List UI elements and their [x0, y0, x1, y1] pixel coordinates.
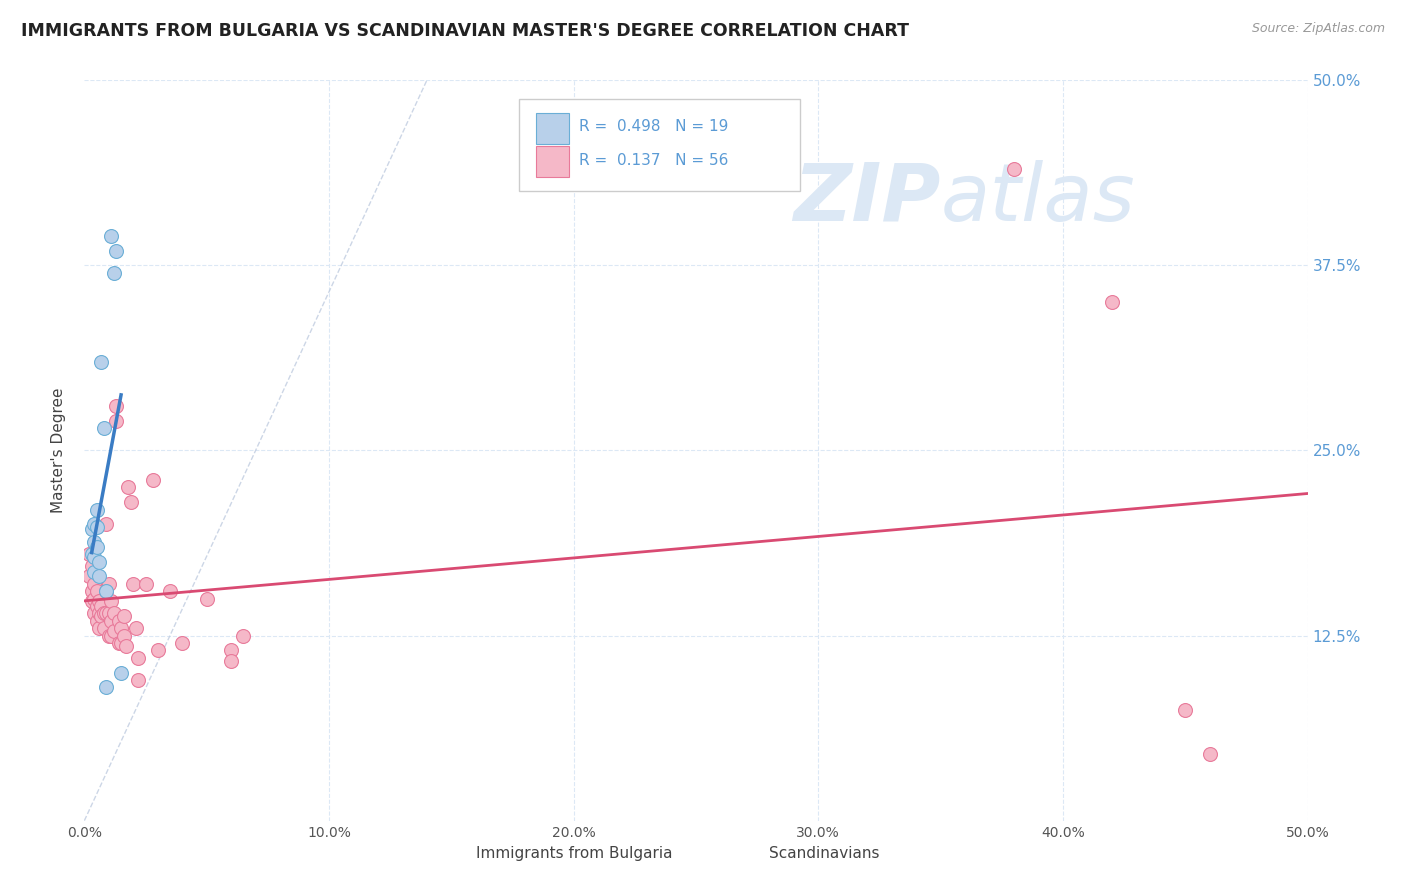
Text: R =  0.498   N = 19: R = 0.498 N = 19	[578, 120, 728, 135]
Point	[86, 540, 108, 554]
Point	[96, 584, 118, 599]
Point	[77, 547, 100, 561]
Point	[159, 584, 181, 599]
Point	[80, 594, 103, 608]
Point	[115, 639, 138, 653]
Point	[86, 520, 108, 534]
Point	[80, 558, 103, 573]
Point	[93, 607, 115, 621]
Point	[83, 607, 105, 621]
Point	[127, 650, 149, 665]
Point	[219, 654, 242, 668]
Point	[93, 621, 115, 635]
Point	[86, 599, 108, 613]
Point	[80, 584, 103, 599]
Point	[83, 576, 105, 591]
Point	[100, 628, 122, 642]
Point	[87, 607, 110, 621]
Point	[87, 621, 110, 635]
Point	[232, 628, 254, 642]
Text: Scandinavians: Scandinavians	[769, 847, 880, 862]
Point	[87, 555, 110, 569]
Point	[107, 636, 129, 650]
Point	[80, 522, 103, 536]
Point	[90, 354, 112, 368]
Point	[107, 614, 129, 628]
Point	[96, 681, 118, 695]
Point	[83, 565, 105, 579]
Point	[112, 628, 135, 642]
FancyBboxPatch shape	[536, 113, 569, 144]
Point	[1002, 162, 1025, 177]
Point	[100, 614, 122, 628]
Point	[122, 576, 145, 591]
Point	[97, 607, 120, 621]
Point	[96, 517, 118, 532]
Y-axis label: Master's Degree: Master's Degree	[51, 388, 66, 513]
Point	[87, 594, 110, 608]
Point	[77, 569, 100, 583]
FancyBboxPatch shape	[536, 146, 569, 178]
Point	[117, 480, 139, 494]
Text: ZIP: ZIP	[793, 160, 941, 238]
Text: atlas: atlas	[941, 160, 1136, 238]
Point	[105, 244, 128, 258]
Point	[86, 584, 108, 599]
Text: Immigrants from Bulgaria: Immigrants from Bulgaria	[475, 847, 672, 862]
Point	[93, 421, 115, 435]
Point	[1101, 295, 1123, 310]
Point	[96, 607, 118, 621]
Point	[195, 591, 218, 606]
Point	[110, 621, 132, 635]
Point	[100, 594, 122, 608]
Point	[103, 266, 125, 280]
Point	[1174, 703, 1197, 717]
Point	[1198, 747, 1220, 761]
Point	[96, 584, 118, 599]
Point	[105, 414, 128, 428]
Point	[135, 576, 157, 591]
Point	[127, 673, 149, 687]
Point	[105, 399, 128, 413]
Point	[83, 550, 105, 565]
Point	[125, 621, 148, 635]
Point	[87, 569, 110, 583]
FancyBboxPatch shape	[437, 844, 467, 866]
Point	[83, 517, 105, 532]
FancyBboxPatch shape	[731, 844, 761, 866]
Point	[97, 628, 120, 642]
Point	[83, 591, 105, 606]
Point	[103, 607, 125, 621]
Point	[110, 665, 132, 680]
Point	[142, 473, 165, 487]
Text: IMMIGRANTS FROM BULGARIA VS SCANDINAVIAN MASTER'S DEGREE CORRELATION CHART: IMMIGRANTS FROM BULGARIA VS SCANDINAVIAN…	[21, 22, 910, 40]
Point	[80, 547, 103, 561]
Point	[219, 643, 242, 657]
Point	[110, 636, 132, 650]
Text: R =  0.137   N = 56: R = 0.137 N = 56	[578, 153, 728, 168]
Point	[146, 643, 169, 657]
Point	[86, 502, 108, 516]
Point	[100, 228, 122, 243]
FancyBboxPatch shape	[519, 99, 800, 191]
Text: Source: ZipAtlas.com: Source: ZipAtlas.com	[1251, 22, 1385, 36]
Point	[97, 576, 120, 591]
Point	[90, 609, 112, 624]
Point	[172, 636, 194, 650]
Point	[112, 609, 135, 624]
Point	[120, 495, 142, 509]
Point	[86, 614, 108, 628]
Point	[83, 535, 105, 549]
Point	[90, 599, 112, 613]
Point	[103, 624, 125, 639]
